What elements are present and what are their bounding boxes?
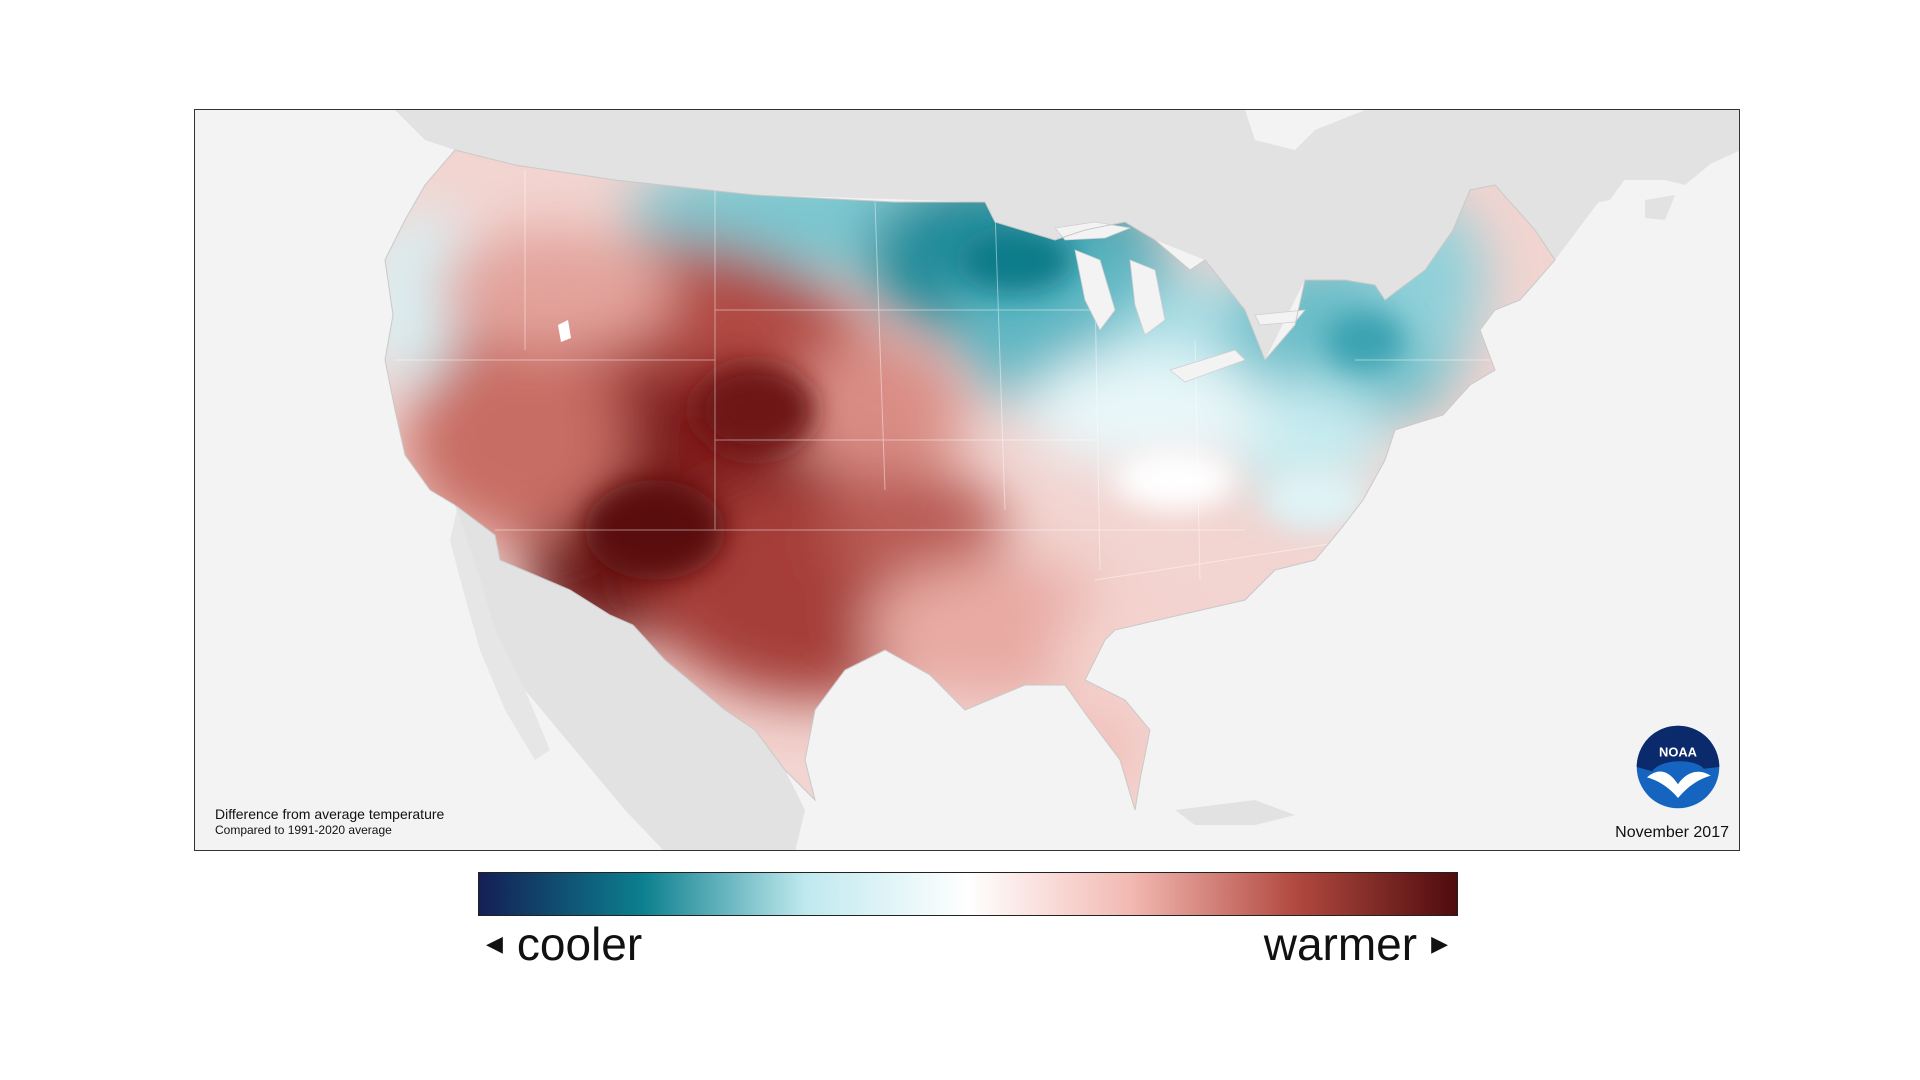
canada-coast-islands [1575,140,1715,220]
warmer-label: warmer [1263,918,1418,970]
caption-subtitle: Compared to 1991-2020 average [215,823,392,837]
mexico-land [455,505,805,850]
warmer-legend: warmer ▶ [1264,918,1448,970]
color-scale-bar [478,872,1458,916]
map-frame: Difference from average temperature Comp… [194,109,1740,851]
cooler-legend: ◀ cooler [486,918,642,970]
great-lakes [1054,221,1306,383]
cooler-label: cooler [516,918,643,970]
baja-peninsula [450,510,550,760]
map-caption: Difference from average temperature Comp… [215,806,444,838]
left-arrow-icon: ◀ [486,931,503,956]
noaa-logo: NOAA [1636,725,1720,809]
caribbean-land [1175,800,1295,825]
conus-outline [384,149,1556,811]
caption-title: Difference from average temperature [215,806,445,822]
great-salt-lake [558,320,571,342]
state-boundaries [395,170,1495,581]
map-date: November 2017 [1615,824,1729,841]
noaa-logo-text: NOAA [1659,745,1697,760]
right-arrow-icon: ▶ [1431,931,1448,956]
temperature-anomaly-map [195,110,1739,850]
